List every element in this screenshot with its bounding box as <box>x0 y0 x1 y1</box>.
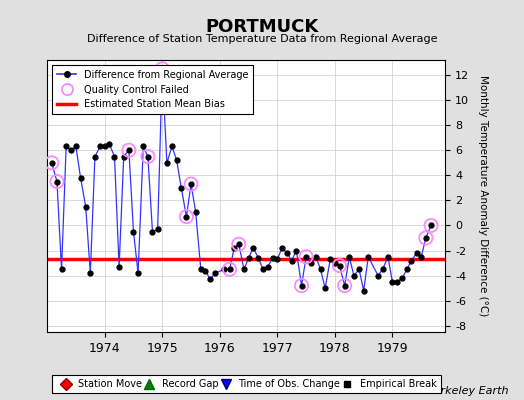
Text: PORTMUCK: PORTMUCK <box>205 18 319 36</box>
Quality Control Failed <box>158 66 167 72</box>
Quality Control Failed <box>341 282 349 289</box>
Quality Control Failed <box>427 222 435 229</box>
Difference from Regional Average <box>111 154 117 159</box>
Quality Control Failed <box>225 266 234 272</box>
Legend: Station Move, Record Gap, Time of Obs. Change, Empirical Break: Station Move, Record Gap, Time of Obs. C… <box>52 375 441 393</box>
Quality Control Failed <box>48 160 56 166</box>
Text: Berkeley Earth: Berkeley Earth <box>426 386 508 396</box>
Y-axis label: Monthly Temperature Anomaly Difference (°C): Monthly Temperature Anomaly Difference (… <box>477 75 487 317</box>
Quality Control Failed <box>297 282 305 289</box>
Difference from Regional Average <box>428 223 434 228</box>
Quality Control Failed <box>422 235 430 241</box>
Difference from Regional Average <box>361 288 367 293</box>
Difference from Regional Average <box>73 144 79 149</box>
Difference from Regional Average <box>322 286 328 290</box>
Difference from Regional Average <box>159 66 166 71</box>
Quality Control Failed <box>335 262 344 269</box>
Quality Control Failed <box>182 214 191 220</box>
Difference from Regional Average <box>212 271 219 276</box>
Difference from Regional Average <box>245 256 252 260</box>
Quality Control Failed <box>125 147 133 154</box>
Difference from Regional Average <box>49 160 55 165</box>
Quality Control Failed <box>302 254 310 260</box>
Difference from Regional Average <box>173 158 180 163</box>
Quality Control Failed <box>144 153 152 160</box>
Text: Difference of Station Temperature Data from Regional Average: Difference of Station Temperature Data f… <box>87 34 437 44</box>
Quality Control Failed <box>235 241 243 248</box>
Legend: Difference from Regional Average, Quality Control Failed, Estimated Station Mean: Difference from Regional Average, Qualit… <box>52 65 254 114</box>
Quality Control Failed <box>53 178 61 185</box>
Line: Difference from Regional Average: Difference from Regional Average <box>49 66 433 293</box>
Quality Control Failed <box>187 181 195 187</box>
